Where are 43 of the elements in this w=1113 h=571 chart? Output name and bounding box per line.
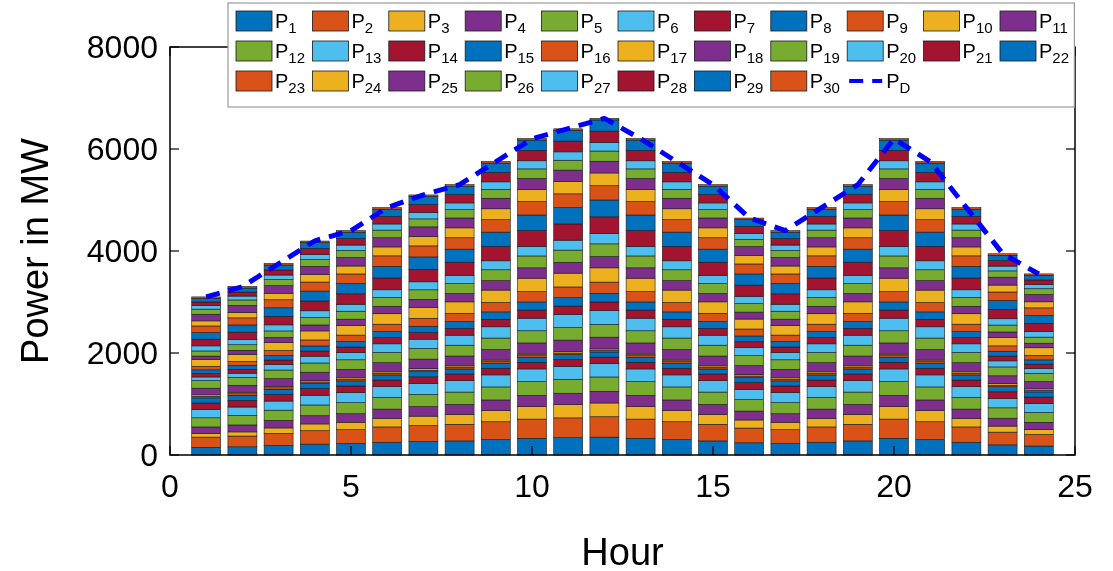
legend-label: P$_{13}$ <box>351 40 382 67</box>
legend-label: P$_{23}$ <box>275 70 306 97</box>
legend-label: P$_{29}$ <box>733 70 764 97</box>
legend-label: P$_{17}$ <box>657 40 688 67</box>
x-tick-label: 20 <box>876 468 912 504</box>
legend-label: P$_{18}$ <box>733 40 764 67</box>
legend-label: P$_{14}$ <box>427 40 458 67</box>
legend-label: P$_{9}$ <box>886 10 908 37</box>
x-axis-title: Hour <box>581 531 665 571</box>
legend-label: P$_{22}$ <box>1039 40 1070 67</box>
legend-label: P$_{7}$ <box>733 10 756 37</box>
legend-label: P$_{4}$ <box>504 10 526 37</box>
legend-label: P$_{2}$ <box>351 10 374 37</box>
legend-label: P$_{3}$ <box>427 10 450 37</box>
x-tick-label: 25 <box>1057 468 1093 504</box>
legend-label: P$_{25}$ <box>427 70 458 97</box>
legend-label: P$_{10}$ <box>962 10 993 37</box>
legend-label: P$_{21}$ <box>962 40 993 67</box>
y-tick-label: 0 <box>140 437 158 473</box>
y-axis-title: Power in MW <box>14 137 56 364</box>
legend-label: P$_{19}$ <box>809 40 840 67</box>
legend-label: P$_{24}$ <box>351 70 382 97</box>
legend-label: P$_{16}$ <box>580 40 611 67</box>
y-tick-label: 6000 <box>86 131 158 167</box>
y-tick-label: 8000 <box>86 29 158 65</box>
legend-label: P$_{28}$ <box>657 70 688 97</box>
legend-label: P$_{30}$ <box>809 70 840 97</box>
legend-label: P$_{8}$ <box>809 10 832 37</box>
legend-label: P$_{12}$ <box>275 40 306 67</box>
legend-label: P$_{20}$ <box>886 40 917 67</box>
legend-label: P$_{27}$ <box>580 70 611 97</box>
legend-label: P$_{26}$ <box>504 70 535 97</box>
legend-label: P$_{5}$ <box>580 10 603 37</box>
legend-label: P$_{1}$ <box>275 10 297 37</box>
x-tick-label: 15 <box>695 468 731 504</box>
x-tick-label: 10 <box>514 468 550 504</box>
legend-label: P$_{D}$ <box>886 70 911 97</box>
x-tick-label: 5 <box>342 468 360 504</box>
y-tick-label: 4000 <box>86 233 158 269</box>
legend-label: P$_{15}$ <box>504 40 535 67</box>
legend-label: P$_{11}$ <box>1039 10 1068 37</box>
y-tick-label: 2000 <box>86 335 158 371</box>
legend-label: P$_{6}$ <box>657 10 679 37</box>
